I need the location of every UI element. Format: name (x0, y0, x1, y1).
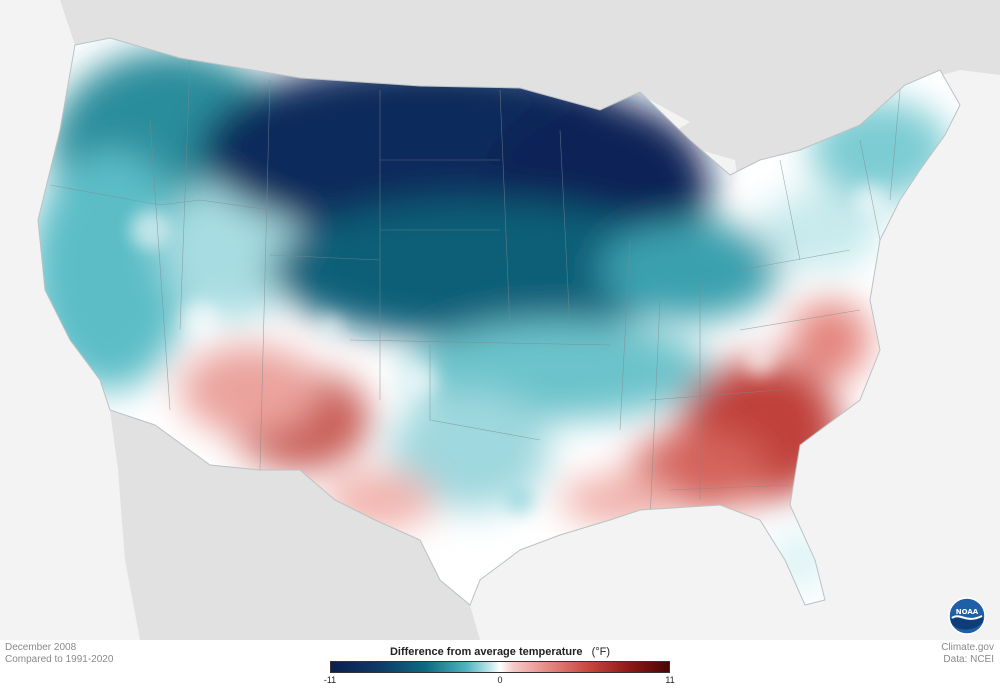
legend-tick-max: 11 (665, 675, 675, 685)
source-credit: Climate.gov Data: NCEI (941, 642, 994, 666)
legend-unit: (°F) (591, 646, 611, 658)
svg-text:NOAA: NOAA (956, 608, 979, 616)
legend-tick-min: -11 (323, 675, 337, 685)
source-data: Data: NCEI (943, 654, 994, 665)
neighbor-landmass (60, 0, 1000, 640)
us-outline (37, 37, 961, 606)
state-borders (49, 59, 901, 521)
source-site[interactable]: Climate.gov (941, 642, 994, 653)
legend-title: Difference from average temperature (°F) (330, 646, 670, 658)
baseline-label: Compared to 1991-2020 (5, 654, 114, 665)
legend-title-text: Difference from average temperature (389, 646, 583, 658)
legend-tick-mid: 0 (497, 675, 503, 685)
noaa-logo-icon: NOAA (948, 597, 986, 635)
date-label: December 2008 (5, 642, 77, 653)
legend-colorbar (330, 661, 670, 673)
temperature-anomaly-map (37, 0, 1000, 640)
map-meta: December 2008 Compared to 1991-2020 (5, 642, 113, 666)
